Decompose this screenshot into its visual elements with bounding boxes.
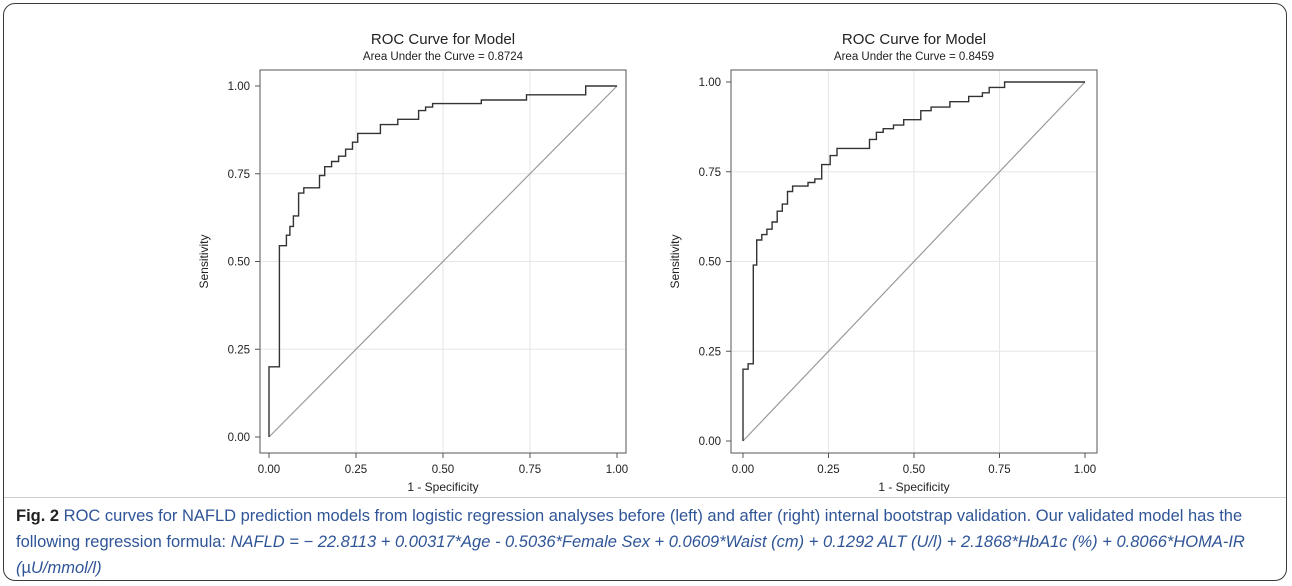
- x-tick-label: 0.50: [432, 464, 454, 476]
- x-tick-label: 0.00: [732, 464, 754, 476]
- y-tick-label: 0.75: [228, 169, 250, 181]
- caption-divider: [4, 497, 1286, 498]
- y-tick-label: 1.00: [699, 77, 721, 89]
- x-tick-label: 0.00: [258, 464, 280, 476]
- x-axis-label: 1 - Specificity: [407, 480, 478, 494]
- y-tick-label: 0.50: [699, 257, 721, 269]
- roc-chart-2: ROC Curve for Model Area Under the Curve …: [668, 31, 1098, 494]
- y-tick-label: 0.25: [228, 344, 250, 356]
- x-tick-label: 0.25: [817, 464, 839, 476]
- x-tick-label: 0.75: [519, 464, 541, 476]
- reference-diagonal-line: [268, 85, 618, 438]
- y-tick-label: 0.25: [699, 346, 721, 358]
- x-tick-label: 1.00: [1074, 464, 1096, 476]
- figure-frame: [3, 3, 1287, 581]
- y-tick-label: 0.00: [699, 436, 721, 448]
- figure-caption: Fig. 2 ROC curves for NAFLD prediction m…: [16, 503, 1276, 581]
- chart-title: ROC Curve for Model: [371, 31, 515, 48]
- caption-formula-end: U/mmol/l): [31, 559, 102, 577]
- roc-chart-1: ROC Curve for Model Area Under the Curve …: [197, 31, 628, 494]
- caption-text: ROC curves for NAFLD prediction models f…: [16, 507, 1243, 551]
- y-axis-label: Sensitivity: [668, 234, 682, 288]
- y-tick-label: 0.50: [228, 257, 250, 269]
- y-tick-label: 0.00: [228, 432, 250, 444]
- caption-formula-unit: µ: [21, 559, 32, 577]
- reference-diagonal-line: [742, 81, 1086, 442]
- x-axis-label: 1 - Specificity: [878, 480, 949, 494]
- figure-label: Fig. 2: [16, 507, 60, 525]
- y-tick-label: 1.00: [228, 81, 250, 93]
- roc-curve-line: [742, 81, 1085, 441]
- chart-subtitle: Area Under the Curve = 0.8724: [363, 51, 524, 63]
- caption-formula: NAFLD = − 22.8113 + 0.00317*Age - 0.5036…: [16, 533, 1245, 577]
- x-tick-label: 0.50: [903, 464, 925, 476]
- y-axis-label: Sensitivity: [197, 234, 211, 288]
- x-tick-label: 0.25: [345, 464, 367, 476]
- chart-subtitle: Area Under the Curve = 0.8459: [834, 51, 994, 63]
- x-tick-label: 1.00: [606, 464, 628, 476]
- roc-curve-line: [268, 85, 617, 437]
- y-tick-label: 0.75: [699, 167, 721, 179]
- x-tick-label: 0.75: [988, 464, 1010, 476]
- chart-title: ROC Curve for Model: [842, 31, 986, 48]
- roc-figure: ROC Curve for Model Area Under the Curve …: [197, 31, 1098, 494]
